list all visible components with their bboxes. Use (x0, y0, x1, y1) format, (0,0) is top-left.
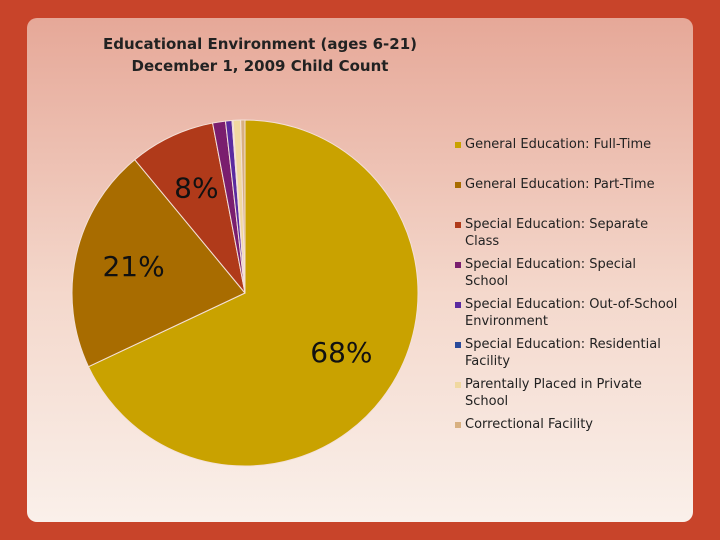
legend-swatch (455, 142, 461, 148)
data-label: 8% (174, 172, 218, 205)
legend-label: General Education: Full-Time (465, 137, 652, 152)
legend-label: Special Education: Residential Facility (465, 337, 661, 369)
pie-slice (87, 119, 419, 467)
legend-swatch (455, 222, 461, 228)
legend-item: General Education: Full-Time (455, 136, 680, 176)
legend-swatch (455, 382, 461, 388)
chart-subtitle: December 1, 2009 Child Count (132, 57, 389, 75)
legend-item: Correctional Facility (455, 416, 680, 456)
legend-item: Special Education: Out-of-School Environ… (455, 296, 680, 336)
legend-label: Special Education: Out-of-School Environ… (465, 297, 678, 329)
legend-label: Special Education: Separate Class (465, 217, 649, 249)
chart: Educational Environment (ages 6-21) Dece… (71, 35, 419, 467)
legend-item: Parentally Placed in Private School (455, 376, 680, 416)
data-label: 68% (310, 336, 372, 369)
legend-swatch (455, 182, 461, 188)
pie-slice (240, 119, 246, 294)
legend-item: Special Education: Separate Class (455, 216, 680, 256)
legend-item: Special Education: Residential Facility (455, 336, 680, 376)
legend-item: Special Education: Special School (455, 256, 680, 296)
legend-label: Correctional Facility (465, 417, 593, 432)
legend-label: Special Education: Special School (465, 257, 637, 289)
legend: General Education: Full-Time General Educ… (455, 136, 680, 456)
legend-swatch (455, 262, 461, 268)
pie-slice (71, 158, 246, 368)
legend-swatch (455, 422, 461, 428)
slide-panel: Educational Environment (ages 6-21) Dece… (27, 18, 693, 522)
legend-swatch (455, 302, 461, 308)
legend-label: Parentally Placed in Private School (465, 377, 642, 409)
data-label: 21% (102, 250, 164, 283)
legend-label: General Education: Part-Time (465, 177, 655, 192)
chart-title: Educational Environment (ages 6-21) (103, 35, 417, 53)
legend-swatch (455, 342, 461, 348)
legend-item: General Education: Part-Time (455, 176, 680, 216)
